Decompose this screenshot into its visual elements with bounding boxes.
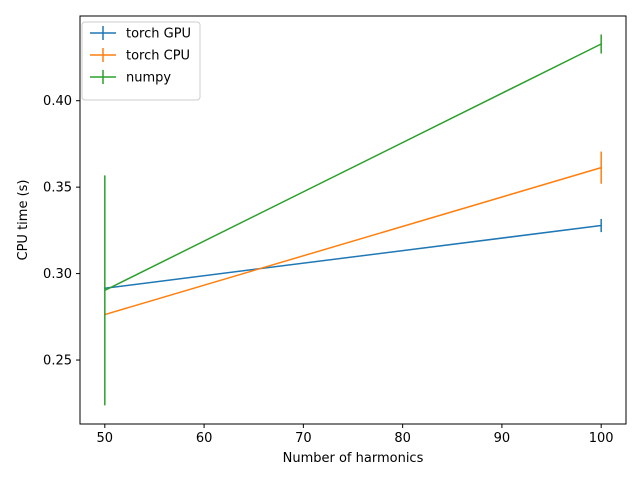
x-tick-label: 70 bbox=[295, 431, 312, 446]
legend-label: torch CPU bbox=[126, 49, 190, 64]
y-tick-label: 0.30 bbox=[43, 267, 72, 282]
series-layer bbox=[104, 34, 602, 406]
legend-item-torch-cpu: torch CPU bbox=[90, 48, 190, 64]
series-numpy bbox=[104, 34, 602, 406]
legend-item-torch-gpu: torch GPU bbox=[90, 26, 191, 42]
y-axis: 0.25 0.30 0.35 0.40 bbox=[43, 94, 80, 369]
x-axis: 50 60 70 80 90 100 bbox=[97, 424, 614, 446]
y-tick-label: 0.35 bbox=[43, 181, 72, 196]
series-line-numpy bbox=[104, 43, 602, 292]
y-tick-label: 0.40 bbox=[43, 94, 72, 109]
series-line-torch-cpu bbox=[104, 166, 602, 316]
legend-item-numpy: numpy bbox=[90, 70, 171, 86]
legend-label: torch GPU bbox=[126, 27, 191, 42]
x-axis-label: Number of harmonics bbox=[283, 451, 424, 466]
x-tick-label: 50 bbox=[97, 431, 114, 446]
x-tick-label: 90 bbox=[494, 431, 511, 446]
y-axis-label: CPU time (s) bbox=[16, 180, 31, 261]
legend-label: numpy bbox=[126, 71, 171, 86]
legend: torch GPU torch CPU numpy bbox=[81, 21, 201, 101]
plot-frame bbox=[79, 15, 627, 425]
x-tick-label: 60 bbox=[196, 431, 213, 446]
x-tick-label: 80 bbox=[394, 431, 411, 446]
x-tick-label: 100 bbox=[589, 431, 614, 446]
y-tick-label: 0.25 bbox=[43, 354, 72, 369]
legend-box bbox=[81, 21, 201, 101]
series-line-torch-gpu bbox=[104, 224, 602, 290]
